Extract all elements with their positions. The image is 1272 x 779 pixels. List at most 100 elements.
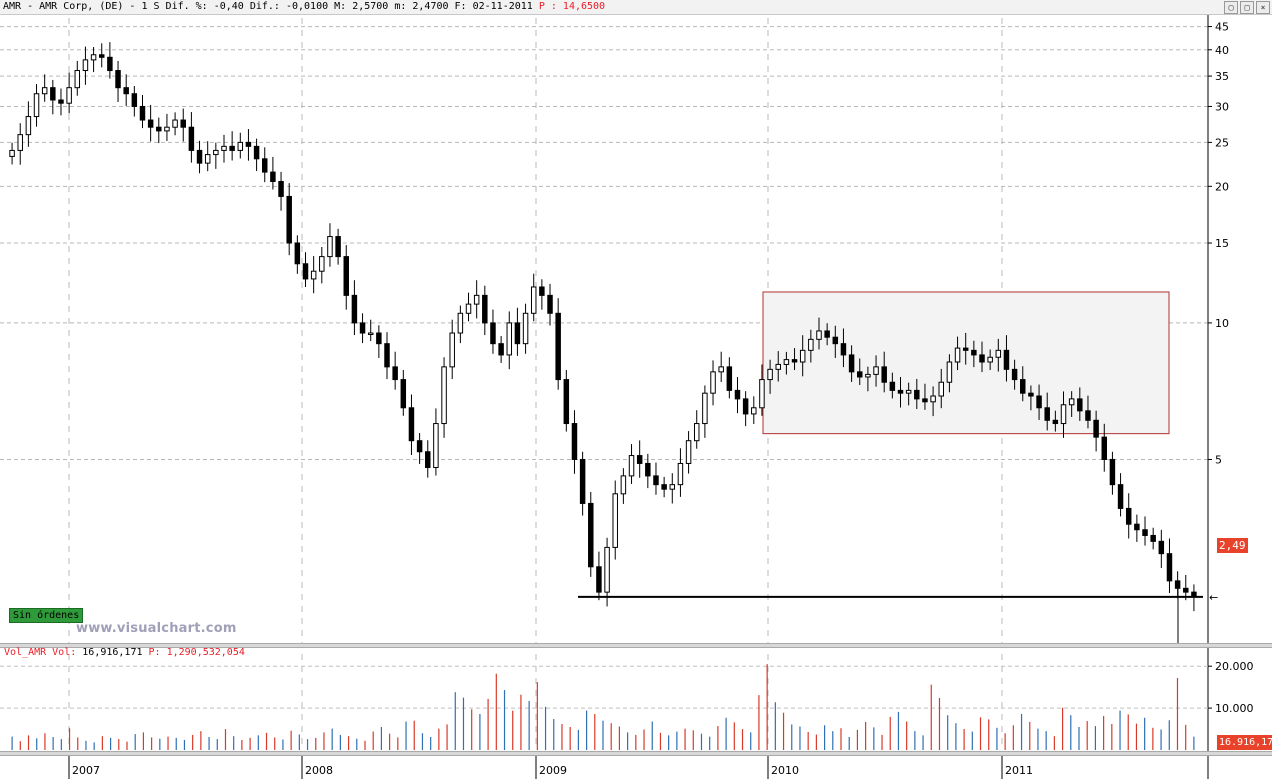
candle-body <box>579 458 586 504</box>
candle-body <box>1142 529 1148 536</box>
candle-body <box>441 366 447 425</box>
price-tick-label: 40 <box>1215 44 1229 57</box>
candle-body <box>1166 553 1173 582</box>
candle-body <box>50 87 56 101</box>
candle-body <box>848 354 855 373</box>
candle-body <box>237 141 244 151</box>
candle-body <box>775 363 781 370</box>
candle-body <box>873 366 879 375</box>
candle-body <box>1093 419 1099 438</box>
candle-body <box>1060 404 1067 425</box>
close-button[interactable]: × <box>1256 1 1270 14</box>
candle-body <box>783 359 790 365</box>
candle-body <box>392 366 398 381</box>
candle-body <box>620 475 627 495</box>
last-volume-badge: 16.916,17 <box>1217 735 1272 750</box>
candle-body <box>759 379 765 409</box>
candle-body <box>1158 540 1165 555</box>
price-tick-label: 5 <box>1215 453 1222 466</box>
candle-body <box>596 566 602 593</box>
price-tick-label: 25 <box>1215 136 1229 149</box>
candle-body <box>294 242 301 265</box>
candle-body <box>1109 458 1116 486</box>
price-tick-label: 30 <box>1215 100 1229 113</box>
x-tick-label: 2007 <box>72 764 100 777</box>
candle-body <box>1101 436 1108 460</box>
candle-body <box>1068 398 1075 406</box>
candle-body <box>1052 419 1059 425</box>
candle-body <box>482 294 488 324</box>
candle-body <box>139 105 146 121</box>
candle-body <box>1020 379 1026 394</box>
volume-p-label: P: 1,290,532,054 <box>148 647 245 658</box>
candle-body <box>1011 368 1018 381</box>
price-text: P : 14,6500 <box>538 1 606 12</box>
candle-body <box>588 502 594 568</box>
support-arrow: ← <box>1209 591 1218 604</box>
candle-body <box>245 141 252 147</box>
candle-body <box>514 322 521 345</box>
candle-body <box>172 119 178 128</box>
price-tick-label: 10 <box>1215 317 1229 330</box>
candle-body <box>816 330 822 340</box>
candle-body <box>25 116 32 136</box>
candle-body <box>164 126 170 132</box>
candle-body <box>742 398 749 415</box>
candle-body <box>938 381 944 397</box>
sin-ordenes-badge[interactable]: Sin órdenes <box>9 608 84 623</box>
candle-body <box>799 349 806 363</box>
candle-body <box>359 322 366 334</box>
candle-body <box>465 303 472 314</box>
pane-separator[interactable] <box>0 643 1272 648</box>
candle-body <box>310 270 317 280</box>
candle-body <box>33 93 40 118</box>
brand-watermark: www.visualchart.com <box>76 621 237 636</box>
x-tick-label: 2009 <box>539 764 567 777</box>
candle-body <box>979 354 985 363</box>
volume-value: 16,916,171 <box>82 647 143 658</box>
candle-body <box>962 347 969 351</box>
candle-body <box>1003 349 1010 370</box>
candle-body <box>693 423 700 442</box>
candle-body <box>229 145 235 151</box>
candle-body <box>946 361 953 383</box>
candle-body <box>1183 587 1189 593</box>
window-controls: ▢ □ × <box>1224 1 1270 14</box>
candle-body <box>522 312 529 345</box>
price-tick-label: 45 <box>1215 21 1229 34</box>
candle-body <box>808 338 814 351</box>
minimize-button[interactable]: ▢ <box>1224 1 1238 14</box>
candle-body <box>645 462 651 477</box>
candle-body <box>9 149 15 157</box>
x-tick-label: 2008 <box>305 764 333 777</box>
candle-body <box>41 87 48 95</box>
candle-body <box>734 389 741 400</box>
candle-body <box>270 171 276 182</box>
price-tick-label: 20 <box>1215 180 1229 193</box>
candle-body <box>335 236 341 258</box>
candle-body <box>710 371 716 394</box>
candle-body <box>563 379 570 425</box>
candle-body <box>832 336 839 345</box>
candle-body <box>286 195 292 244</box>
maximize-button[interactable]: □ <box>1240 1 1254 14</box>
candle-body <box>791 359 798 363</box>
candle-body <box>367 332 374 336</box>
candle-body <box>74 70 81 89</box>
candle-body <box>123 87 129 95</box>
candle-body <box>636 455 643 464</box>
candle-body <box>107 56 113 72</box>
candle-body <box>1077 398 1083 412</box>
candle-body <box>555 312 561 381</box>
candle-body <box>571 423 578 460</box>
candle-body <box>1174 580 1181 589</box>
chart-header: AMR - AMR Corp, (DE) - 1 S Dif. %: -0,40… <box>0 0 1272 15</box>
candle-body <box>204 154 211 164</box>
symbol-text: AMR - AMR Corp, (DE) - 1 S Dif. %: -0,40… <box>3 1 533 12</box>
candle-body <box>726 366 733 391</box>
candle-body <box>416 440 423 453</box>
last-price-badge: 2,49 <box>1217 538 1248 553</box>
candle-body <box>278 180 284 197</box>
volume-label: Vol_AMR Vol: <box>4 647 77 658</box>
